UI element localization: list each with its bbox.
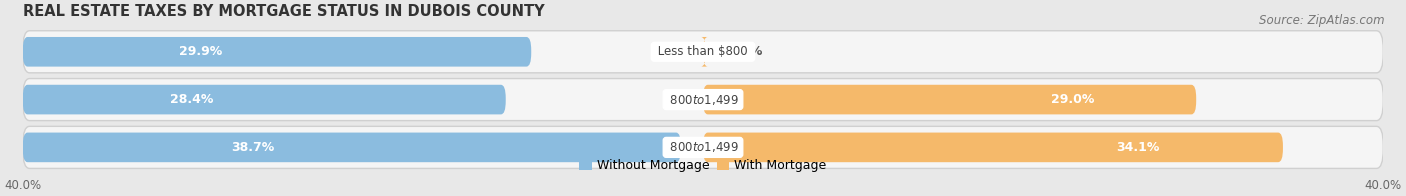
Text: 34.1%: 34.1% — [1116, 141, 1160, 154]
Legend: Without Mortgage, With Mortgage: Without Mortgage, With Mortgage — [574, 154, 832, 177]
Text: 29.9%: 29.9% — [179, 45, 222, 58]
FancyBboxPatch shape — [703, 85, 1197, 114]
Text: 38.7%: 38.7% — [232, 141, 274, 154]
FancyBboxPatch shape — [22, 79, 1384, 121]
Text: 28.4%: 28.4% — [170, 93, 214, 106]
FancyBboxPatch shape — [22, 37, 531, 67]
FancyBboxPatch shape — [22, 85, 506, 114]
Text: $800 to $1,499: $800 to $1,499 — [666, 140, 740, 154]
FancyBboxPatch shape — [22, 126, 1384, 168]
Text: Source: ZipAtlas.com: Source: ZipAtlas.com — [1260, 14, 1385, 27]
FancyBboxPatch shape — [22, 31, 1384, 73]
Text: 0.16%: 0.16% — [720, 45, 762, 58]
Text: Less than $800: Less than $800 — [654, 45, 752, 58]
Text: 29.0%: 29.0% — [1052, 93, 1095, 106]
FancyBboxPatch shape — [703, 132, 1282, 162]
FancyBboxPatch shape — [22, 132, 681, 162]
FancyBboxPatch shape — [702, 37, 707, 67]
Text: REAL ESTATE TAXES BY MORTGAGE STATUS IN DUBOIS COUNTY: REAL ESTATE TAXES BY MORTGAGE STATUS IN … — [22, 4, 544, 19]
Text: $800 to $1,499: $800 to $1,499 — [666, 93, 740, 107]
